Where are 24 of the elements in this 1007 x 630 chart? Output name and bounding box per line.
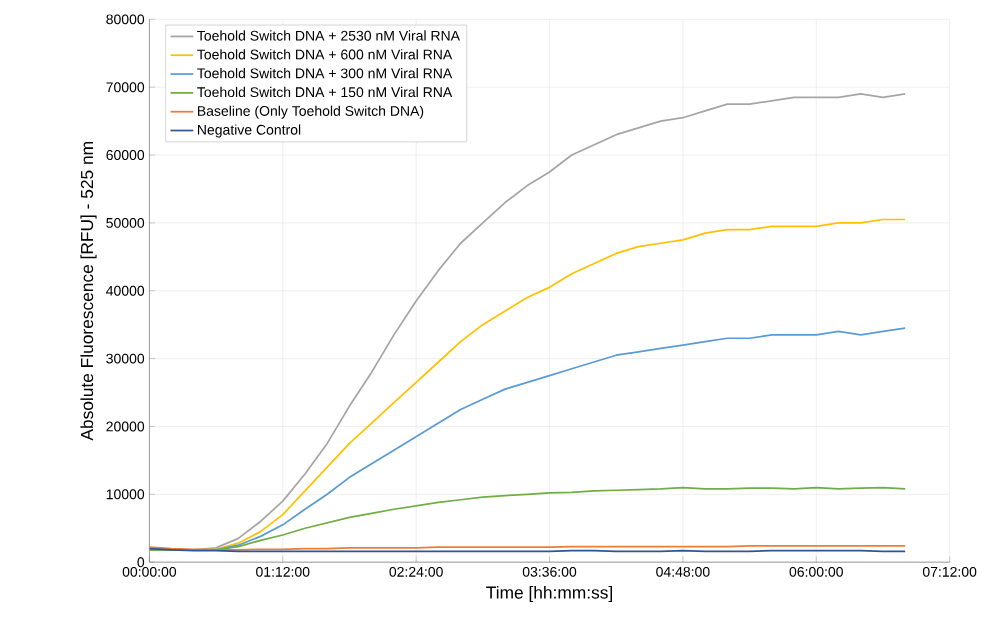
y-tick-label: 70000 [106, 82, 145, 93]
y-tick-label: 10000 [106, 489, 145, 500]
legend-label: Toehold Switch DNA + 150 nM Viral RNA [197, 86, 453, 98]
legend-label: Baseline (Only Toehold Switch DNA) [197, 105, 424, 119]
x-tick-label: 03:36:00 [522, 566, 577, 577]
legend-label: Toehold Switch DNA + 600 nM Viral RNA [197, 49, 453, 60]
legend-label: Toehold Switch DNA + 300 nM Viral RNA [197, 67, 453, 79]
y-tick-label: 60000 [106, 150, 145, 160]
x-tick-label: 07:12:00 [922, 566, 977, 577]
x-tick-label: 02:24:00 [389, 566, 443, 577]
legend-label: Negative Control [197, 124, 301, 138]
y-tick-label: 30000 [106, 353, 145, 364]
x-tick-label: 04:48:00 [656, 566, 710, 577]
y-tick-label: 0 [137, 557, 145, 568]
x-axis-title: Time [hh:mm:ss] [486, 585, 613, 603]
y-axis-title: Absolute Fluorescence [RFU] - 525 nm [80, 141, 97, 441]
x-tick-label: 00:00:00 [122, 566, 177, 577]
y-tick-label: 80000 [106, 14, 145, 25]
y-tick-label: 40000 [106, 285, 145, 296]
legend-label: Toehold Switch DNA + 2530 nM Viral RNA [197, 30, 460, 41]
y-tick-label: 20000 [106, 421, 145, 432]
x-tick-label: 06:00:00 [789, 566, 843, 577]
y-tick-label: 50000 [106, 217, 145, 228]
x-tick-label: 01:12:00 [256, 566, 310, 577]
